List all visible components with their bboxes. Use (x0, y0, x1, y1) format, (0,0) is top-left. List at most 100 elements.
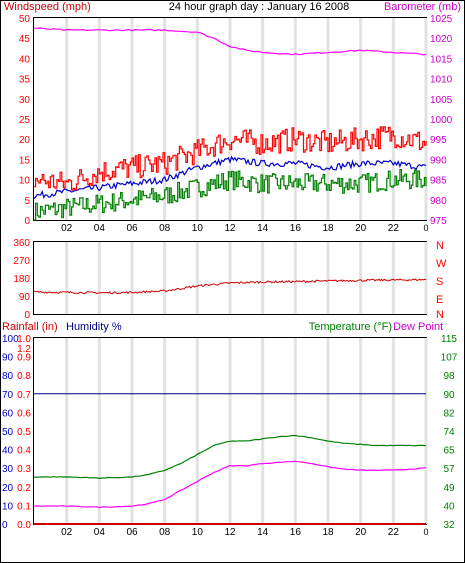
barometer-tick-label: 985 (430, 176, 447, 187)
temperature-tick-label: 98 (443, 371, 455, 382)
x-tick-label: 06 (126, 527, 138, 538)
direction-tick-label: 0 (24, 310, 30, 321)
rainfall-tick-label: 1.2 (17, 344, 31, 355)
humidity-tick-label: 50 (2, 427, 14, 438)
direction-tick-label: 90 (19, 292, 31, 303)
barometer-tick-label: 1020 (430, 34, 453, 45)
temperature-tick-label: 74 (443, 427, 455, 438)
x-tick-label: 22 (388, 527, 400, 538)
humidity-tick-label: 90 (2, 353, 14, 364)
windspeed-axis-label: Windspeed (mph) (4, 1, 91, 13)
temperature-tick-label: 40 (443, 501, 455, 512)
x-tick-label: 02 (61, 223, 73, 234)
temperature-tick-label: 115 (441, 334, 457, 345)
temperature-tick-label: 32 (443, 520, 455, 531)
barometer-series (34, 27, 427, 56)
temperature-tick-label: 49 (443, 483, 455, 494)
x-tick-label: 08 (159, 223, 171, 234)
x-tick-label: 18 (322, 223, 334, 234)
x-tick-label: 12 (224, 223, 236, 234)
wind-gust-series (34, 126, 427, 191)
wind-direction-series (33, 278, 427, 295)
barometer-tick-label: 990 (430, 155, 447, 166)
windspeed-tick-label: 25 (19, 115, 31, 126)
temperature-tick-label: 65 (443, 446, 455, 457)
humidity-tick-label: 60 (2, 408, 14, 419)
humidity-tick-label: 100 (2, 334, 19, 345)
rainfall-tick-label: 0.1 (17, 501, 31, 512)
x-tick-label: 22 (388, 223, 400, 234)
compass-label: W (436, 258, 447, 270)
x-tick-label: 08 (159, 527, 171, 538)
windspeed-tick-label: 35 (19, 75, 31, 86)
rainfall-tick-label: 0.5 (17, 427, 31, 438)
x-tick-label: 04 (94, 527, 106, 538)
compass-label: N (436, 240, 444, 252)
wind-average-series (33, 155, 427, 199)
windspeed-tick-label: 15 (19, 155, 31, 166)
humidity-axis-label: Humidity % (66, 321, 122, 333)
compass-label: E (436, 294, 443, 306)
humidity-tick-label: 40 (2, 446, 14, 457)
x-tick-label: 10 (192, 527, 204, 538)
x-tick-label: 20 (355, 223, 367, 234)
x-tick-label: 10 (192, 223, 204, 234)
dewpoint-series (33, 460, 427, 509)
x-tick-label: 14 (257, 527, 269, 538)
rainfall-tick-label: 0.9 (17, 353, 31, 364)
x-tick-label: 12 (224, 527, 236, 538)
x-tick-label: 02 (61, 527, 73, 538)
x-tick-label-end: 0 (423, 223, 428, 233)
x-tick-label: 14 (257, 223, 269, 234)
barometer-tick-label: 1010 (430, 75, 453, 86)
temperature-tick-label: 57 (443, 464, 455, 475)
windspeed-tick-label: 50 (19, 14, 31, 25)
dewpoint-axis-label: Dew Point (393, 321, 443, 333)
rainfall-tick-label: 0.7 (17, 390, 31, 401)
x-tick-label: 04 (94, 223, 106, 234)
x-tick-label-end: 0 (423, 527, 428, 537)
rainfall-tick-label: 1.0 (17, 334, 31, 345)
windspeed-tick-label: 30 (19, 95, 31, 106)
compass-label: S (436, 276, 443, 288)
x-tick-label: 06 (126, 223, 138, 234)
windspeed-tick-label: 40 (19, 54, 31, 65)
humidity-tick-label: 20 (2, 483, 14, 494)
direction-tick-label: 180 (13, 274, 30, 285)
x-tick-label: 16 (290, 223, 302, 234)
x-tick-label: 16 (290, 527, 302, 538)
barometer-tick-label: 1005 (430, 95, 453, 106)
barometer-tick-label: 980 (430, 196, 447, 207)
barometer-tick-label: 1000 (430, 115, 453, 126)
barometer-tick-label: 975 (430, 216, 447, 227)
windspeed-tick-label: 0 (24, 216, 30, 227)
windspeed-tick-label: 10 (19, 176, 31, 187)
humidity-tick-label: 70 (2, 390, 14, 401)
windspeed-tick-label: 45 (19, 34, 31, 45)
humidity-tick-label: 10 (2, 501, 14, 512)
compass-label: N (436, 309, 444, 321)
chart-title: 24 hour graph day : January 16 2008 (169, 1, 349, 13)
rainfall-tick-label: 0.4 (17, 446, 31, 457)
rainfall-tick-label: 0.6 (17, 408, 31, 419)
wind-low-series (34, 169, 427, 221)
barometer-tick-label: 995 (430, 135, 447, 146)
temperature-axis-label: Temperature (°F) (309, 321, 392, 333)
rainfall-tick-label: 0.3 (17, 464, 31, 475)
x-tick-label: 18 (322, 527, 334, 538)
x-tick-label: 20 (355, 527, 367, 538)
temperature-tick-label: 90 (443, 390, 455, 401)
rainfall-tick-label: 0.2 (17, 483, 31, 494)
barometer-tick-label: 1025 (430, 14, 453, 25)
rainfall-tick-label: 0.0 (17, 520, 31, 531)
humidity-tick-label: 30 (2, 464, 14, 475)
windspeed-tick-label: 20 (19, 135, 31, 146)
humidity-tick-label: 0 (2, 520, 8, 531)
direction-tick-label: 270 (13, 256, 30, 267)
rainfall-tick-label: 0.8 (17, 371, 31, 382)
rainfall-axis-label: Rainfall (in) (2, 321, 58, 333)
barometer-tick-label: 1015 (430, 54, 453, 65)
barometer-axis-label: Barometer (mb) (384, 1, 461, 13)
